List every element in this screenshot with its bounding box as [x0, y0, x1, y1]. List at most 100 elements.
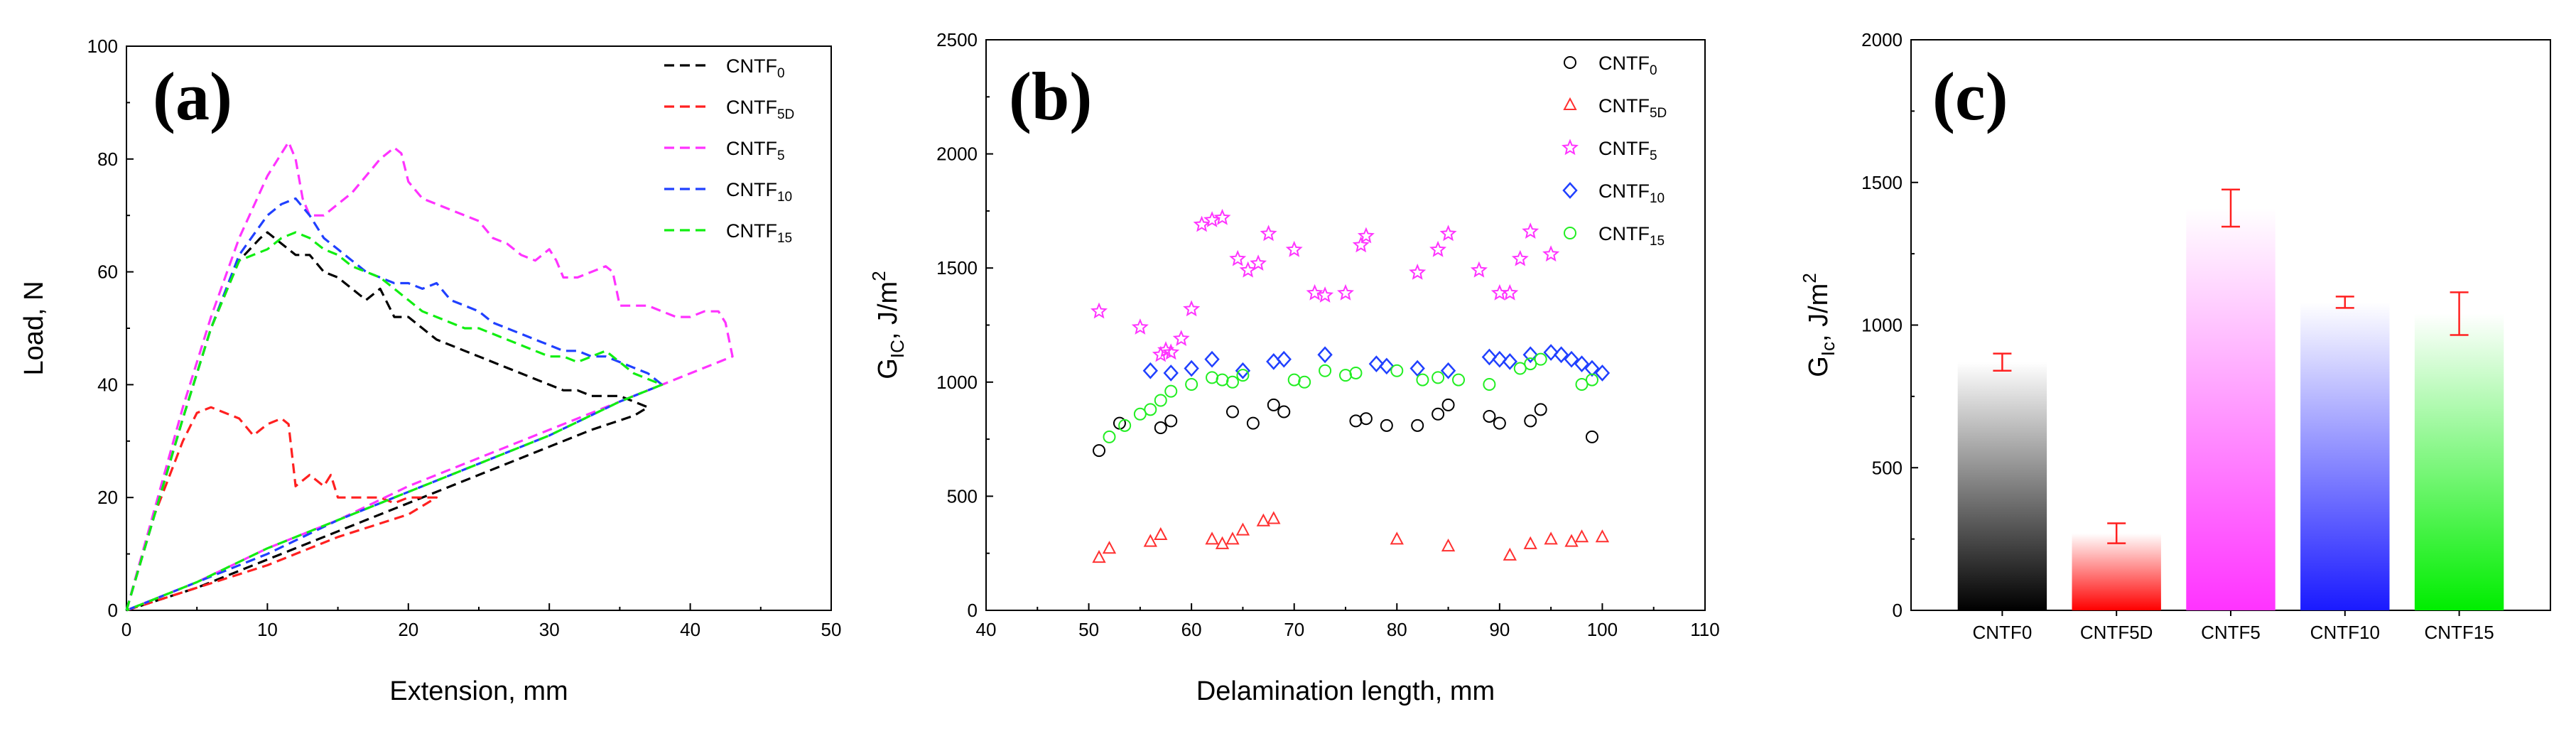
b-point-CNTF10: [1440, 362, 1456, 379]
b-point-CNTF10: [1481, 348, 1498, 366]
b-point-CNTF10: [1142, 362, 1158, 379]
c-x-tick-label-CNTF0: CNTF0: [1973, 622, 2033, 643]
b-point-CNTF10: [1266, 353, 1282, 370]
b-point-CNTF10: [1522, 346, 1538, 364]
b-point-CNTF15: [1236, 369, 1250, 382]
b-point-CNTF5: [1213, 208, 1231, 225]
b-point-CNTF15: [1534, 352, 1547, 366]
b-point-CNTF10: [1574, 355, 1590, 372]
b-x-axis-label: Delamination length, mm: [1196, 676, 1495, 706]
b-y-tick-label: 0: [968, 600, 978, 621]
panel-c-bar-chart: 0 500 1000 1500 2000 CNTF0 CNTF5D CNTF5 CNTF10 CN…: [1799, 29, 2551, 643]
b-point-CNTF0: [1534, 403, 1547, 416]
a-series-line-CNTF0: [125, 231, 649, 612]
b-point-CNTF5: [1172, 330, 1190, 347]
b-point-CNTF5: [1470, 261, 1488, 278]
c-y-axis-label: GIc, J/m2: [1799, 273, 1839, 377]
a-legend-label-CNTF5D: CNTF5D: [726, 97, 794, 122]
b-point-CNTF0: [1483, 409, 1496, 423]
b-point-CNTF5D: [1225, 531, 1240, 545]
b-point-CNTF15: [1206, 371, 1219, 384]
a-x-tick-label: 30: [539, 619, 560, 640]
b-point-CNTF5: [1091, 302, 1108, 319]
b-point-CNTF0: [1349, 414, 1363, 428]
a-x-tick-label: 40: [680, 619, 700, 640]
b-point-CNTF5: [1239, 261, 1257, 278]
b-point-CNTF15: [1416, 373, 1429, 387]
b-point-CNTF5D: [1235, 522, 1250, 536]
b-x-tick-label: 100: [1587, 619, 1618, 640]
b-point-CNTF5D: [1092, 549, 1106, 563]
b-point-CNTF5: [1522, 222, 1539, 239]
b-point-CNTF15: [1154, 394, 1167, 407]
b-point-CNTF0: [1441, 398, 1455, 411]
b-point-CNTF15: [1216, 373, 1229, 387]
b-point-CNTF5D: [1256, 513, 1271, 526]
b-point-CNTF0: [1225, 405, 1239, 418]
c-bar-CNTF15: [2414, 313, 2504, 610]
c-bar-CNTF10: [2300, 302, 2390, 610]
b-point-CNTF5: [1439, 225, 1457, 242]
b-point-CNTF5: [1409, 263, 1427, 280]
a-legend-label-CNTF15: CNTF15: [726, 220, 792, 246]
b-point-CNTF5: [1306, 284, 1324, 301]
b-point-CNTF0: [1154, 421, 1167, 435]
b-point-CNTF0: [1411, 418, 1424, 432]
b-point-CNTF5: [1511, 249, 1529, 266]
b-point-CNTF5D: [1215, 536, 1230, 549]
b-x-tick-label: 110: [1690, 619, 1719, 640]
b-y-tick-label: 1000: [936, 372, 978, 393]
b-point-CNTF10: [1368, 355, 1385, 372]
b-legend-label-CNTF15: CNTF15: [1598, 223, 1665, 249]
b-point-CNTF5: [1542, 245, 1560, 262]
b-point-CNTF0: [1267, 398, 1280, 411]
b-point-CNTF15: [1164, 384, 1178, 398]
a-y-tick-label: 0: [108, 600, 118, 621]
a-y-tick-label: 20: [97, 487, 118, 508]
b-point-CNTF10: [1184, 360, 1199, 377]
c-y-tick-label: 1500: [1861, 172, 1903, 193]
b-point-CNTF15: [1103, 430, 1116, 443]
b-point-CNTF5D: [1523, 536, 1537, 549]
b-point-CNTF10: [1543, 344, 1559, 361]
b-panel-label: (b): [1009, 58, 1092, 134]
b-point-CNTF5: [1429, 240, 1447, 257]
b-point-CNTF10: [1163, 364, 1179, 382]
b-point-CNTF15: [1390, 364, 1404, 377]
c-bar-CNTF0: [1957, 362, 2047, 610]
b-x-tick-label: 70: [1284, 619, 1304, 640]
a-legend-label-CNTF0: CNTF0: [726, 55, 785, 81]
b-point-CNTF5D: [1503, 547, 1517, 561]
b-point-CNTF5: [1229, 249, 1247, 266]
b-point-CNTF5D: [1390, 531, 1404, 545]
b-point-CNTF10: [1564, 350, 1579, 368]
b-point-CNTF0: [1277, 405, 1291, 418]
b-point-CNTF15: [1133, 407, 1147, 421]
b-point-CNTF5D: [1564, 534, 1579, 547]
b-point-CNTF10: [1379, 357, 1395, 375]
b-point-CNTF5: [1193, 215, 1211, 232]
b-point-CNTF15: [1483, 378, 1496, 392]
b-point-CNTF10: [1235, 362, 1251, 379]
b-point-CNTF15: [1349, 366, 1363, 379]
b-point-CNTF10: [1594, 364, 1611, 382]
b-point-CNTF5: [1157, 341, 1174, 358]
b-point-CNTF5D: [1154, 526, 1168, 541]
b-point-CNTF5: [1131, 318, 1149, 335]
b-legend-label-CNTF10: CNTF10: [1598, 180, 1665, 206]
b-point-CNTF5D: [1102, 541, 1117, 554]
b-point-CNTF5: [1501, 284, 1519, 301]
b-point-CNTF0: [1246, 416, 1260, 430]
c-x-tick-label-CNTF15: CNTF15: [2424, 622, 2494, 643]
a-y-axis-label: Load, N: [19, 281, 49, 375]
c-x-tick-label-CNTF5D: CNTF5D: [2080, 622, 2153, 643]
b-point-CNTF5D: [1441, 538, 1456, 552]
a-legend-label-CNTF5: CNTF5: [726, 138, 785, 163]
b-point-CNTF15: [1144, 403, 1157, 416]
b-point-CNTF10: [1204, 350, 1220, 368]
a-series-line-CNTF5: [125, 141, 734, 612]
c-y-tick-label: 500: [1872, 457, 1903, 478]
b-x-tick-label: 50: [1078, 619, 1099, 640]
b-point-CNTF5D: [1595, 529, 1610, 543]
